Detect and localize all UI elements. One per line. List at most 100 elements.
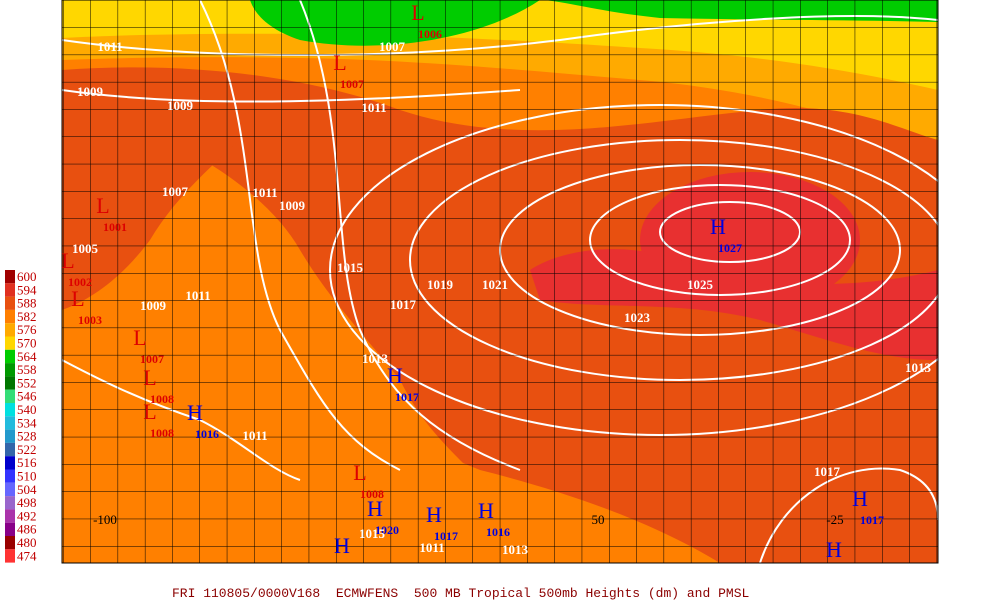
isobar-label: 1009: [77, 84, 104, 99]
legend-swatch: [5, 482, 15, 497]
pressure-center: H: [826, 537, 842, 562]
pressure-center: H: [367, 496, 383, 521]
legend-swatch: [5, 496, 15, 510]
isobar-label: 1011: [361, 100, 386, 115]
legend-label: 528: [17, 429, 37, 444]
legend-swatch: [5, 323, 15, 337]
map-border: [61, 0, 939, 564]
legend-swatch: [5, 389, 15, 403]
pressure-center: L: [133, 325, 146, 350]
isobar-label: 1009: [140, 298, 167, 313]
pressure-value: 1008: [150, 426, 174, 440]
legend-swatch: [5, 536, 15, 550]
pressure-center: L: [333, 50, 346, 75]
isobar-label: 1015: [337, 260, 364, 275]
legend-swatch: [5, 270, 15, 284]
legend-swatch: [5, 336, 15, 350]
isobar-label: 1011: [242, 428, 267, 443]
pressure-center: L: [353, 460, 366, 485]
isobar-label: 1013: [905, 360, 932, 375]
isobar-label: 1011: [185, 288, 210, 303]
isobar-label: 1007: [379, 39, 406, 54]
pressure-center: H: [478, 498, 494, 523]
isobar-label: 1011: [419, 540, 444, 555]
pressure-value: 1006: [418, 27, 442, 41]
legend-swatch: [5, 349, 15, 364]
pressure-center: L: [61, 248, 74, 273]
legend-label: 588: [17, 296, 37, 311]
pressure-value: 1020: [375, 523, 399, 537]
pressure-center: H: [187, 400, 203, 425]
pressure-value: 1027: [718, 241, 742, 255]
legend-swatch: [5, 363, 15, 377]
pressure-value: 1017: [860, 513, 884, 527]
legend-label: 504: [17, 482, 37, 497]
legend-label: 480: [17, 535, 37, 550]
legend-swatch: [5, 403, 15, 417]
legend-label: 582: [17, 309, 37, 324]
isobar-label: 1013: [502, 542, 529, 557]
legend-swatch: [5, 509, 15, 523]
pressure-value: 1003: [78, 313, 102, 327]
legend-swatch: [5, 416, 15, 430]
legend-label: 552: [17, 375, 37, 390]
longitude-label: 50: [592, 512, 605, 527]
pressure-center: L: [71, 286, 84, 311]
pressure-value: 1016: [486, 525, 510, 539]
legend-swatch: [5, 296, 15, 310]
pressure-value: 1007: [140, 352, 164, 366]
pressure-center: H: [426, 502, 442, 527]
pressure-value: 1008: [360, 487, 384, 501]
legend-label: 498: [17, 495, 37, 510]
legend-label: 570: [17, 336, 37, 351]
pressure-value: 1016: [195, 427, 219, 441]
isobar-label: 1007: [162, 184, 189, 199]
legend-swatch: [5, 522, 15, 536]
legend-label: 594: [17, 282, 37, 297]
longitude-label: -100: [93, 512, 117, 527]
legend-swatch: [5, 283, 15, 297]
pressure-value: 1017: [434, 529, 458, 543]
pressure-value: 1008: [150, 392, 174, 406]
isobar-label: 1021: [482, 277, 508, 292]
legend-label: 486: [17, 522, 37, 537]
legend-swatch: [5, 376, 15, 390]
legend-swatch: [5, 456, 15, 470]
legend-label: 576: [17, 322, 37, 337]
legend-label: 474: [17, 548, 37, 563]
longitude-label: -25: [826, 512, 843, 527]
legend-swatch: [5, 429, 15, 443]
pressure-value: 1017: [395, 390, 419, 404]
isobar-label: 1005: [72, 241, 99, 256]
pressure-center: H: [334, 533, 350, 558]
pressure-center: H: [387, 363, 403, 388]
legend-label: 558: [17, 362, 37, 377]
legend-label: 540: [17, 402, 37, 417]
isobar-label: 1011: [97, 39, 122, 54]
legend-swatch: [5, 469, 15, 483]
pressure-center: L: [143, 399, 156, 424]
isobar-label: 1025: [687, 277, 714, 292]
legend-swatch: [5, 442, 15, 457]
pressure-value: 1007: [340, 77, 364, 91]
isobar-label: 1015: [359, 526, 386, 541]
pressure-value: 1002: [68, 275, 92, 289]
legend-label: 510: [17, 469, 37, 484]
pressure-center: H: [852, 486, 868, 511]
legend-swatch: [5, 309, 15, 324]
legend-label: 522: [17, 442, 37, 457]
isobar-label: 1011: [252, 185, 277, 200]
isobar-label: 1017: [390, 297, 417, 312]
isobar-label: 1009: [279, 198, 306, 213]
pressure-center: L: [143, 365, 156, 390]
lat-lon-grid: [62, 0, 938, 563]
legend-label: 600: [17, 269, 37, 284]
legend-label: 516: [17, 455, 37, 470]
legend-label: 546: [17, 389, 37, 404]
pressure-center: L: [411, 0, 424, 25]
legend-label: 492: [17, 508, 37, 523]
caption: FRI 110805/0000V168 ECMWFENS 500 MB Trop…: [172, 586, 749, 600]
pressure-center: L: [96, 193, 109, 218]
